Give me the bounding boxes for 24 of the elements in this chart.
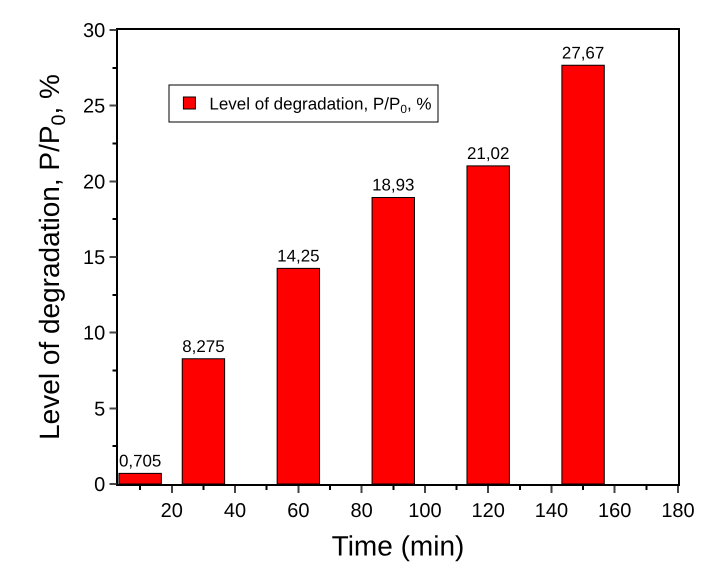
- y-tick-label: 10: [83, 322, 106, 345]
- y-tick-label: 5: [94, 398, 106, 420]
- data-label: 21,02: [466, 144, 510, 163]
- x-axis-title: Time (min): [332, 530, 464, 562]
- y-tick-label: 25: [83, 96, 106, 118]
- y-tick-label: 15: [83, 247, 106, 269]
- y-tick-label: 30: [83, 20, 106, 42]
- y-tick-label: 0: [94, 474, 106, 496]
- x-tick-label: 140: [534, 500, 568, 522]
- data-label: 18,93: [372, 176, 414, 195]
- x-tick-label: 80: [350, 500, 373, 522]
- x-tick-label: 20: [160, 500, 183, 522]
- x-tick-label: 160: [598, 500, 632, 522]
- y-tick-label: 20: [83, 171, 106, 194]
- legend-label: Level of degradation, P/P$_{0}$, %: [209, 94, 432, 116]
- x-tick-label: 180: [661, 500, 695, 522]
- x-tick-label: 60: [287, 500, 310, 522]
- data-label: 8,275: [182, 336, 225, 356]
- x-tick-label: 120: [471, 500, 505, 522]
- data-label: 0,705: [118, 451, 162, 470]
- x-tick-label: 40: [224, 500, 246, 522]
- x-tick-label: 100: [408, 500, 442, 522]
- data-label: 14,25: [277, 246, 320, 266]
- data-label: 27,67: [562, 43, 604, 62]
